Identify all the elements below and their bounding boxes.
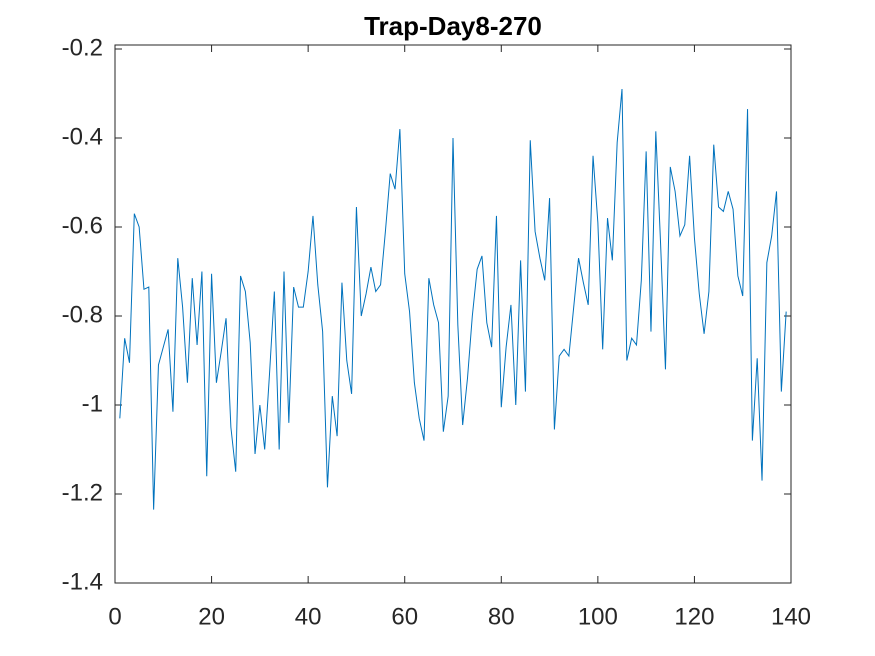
y-tick-label: -0.2	[62, 34, 103, 61]
x-tick-label: 140	[771, 603, 811, 630]
x-tick-label: 20	[198, 603, 225, 630]
x-tick-label: 0	[108, 603, 121, 630]
y-tick-label: -0.8	[62, 301, 103, 328]
x-tick-label: 60	[391, 603, 418, 630]
y-tick-label: -0.6	[62, 212, 103, 239]
x-tick-label: 120	[674, 603, 714, 630]
x-tick-label: 100	[578, 603, 618, 630]
y-tick-label: -0.4	[62, 123, 103, 150]
y-tick-label: -1.2	[62, 479, 103, 506]
chart-title: Trap-Day8-270	[364, 11, 542, 41]
y-tick-label: -1.4	[62, 568, 103, 595]
x-tick-label: 40	[295, 603, 322, 630]
axes-box	[114, 44, 792, 584]
x-tick-label: 80	[488, 603, 515, 630]
data-line	[119, 89, 787, 510]
y-tick-label: -1	[82, 390, 103, 417]
